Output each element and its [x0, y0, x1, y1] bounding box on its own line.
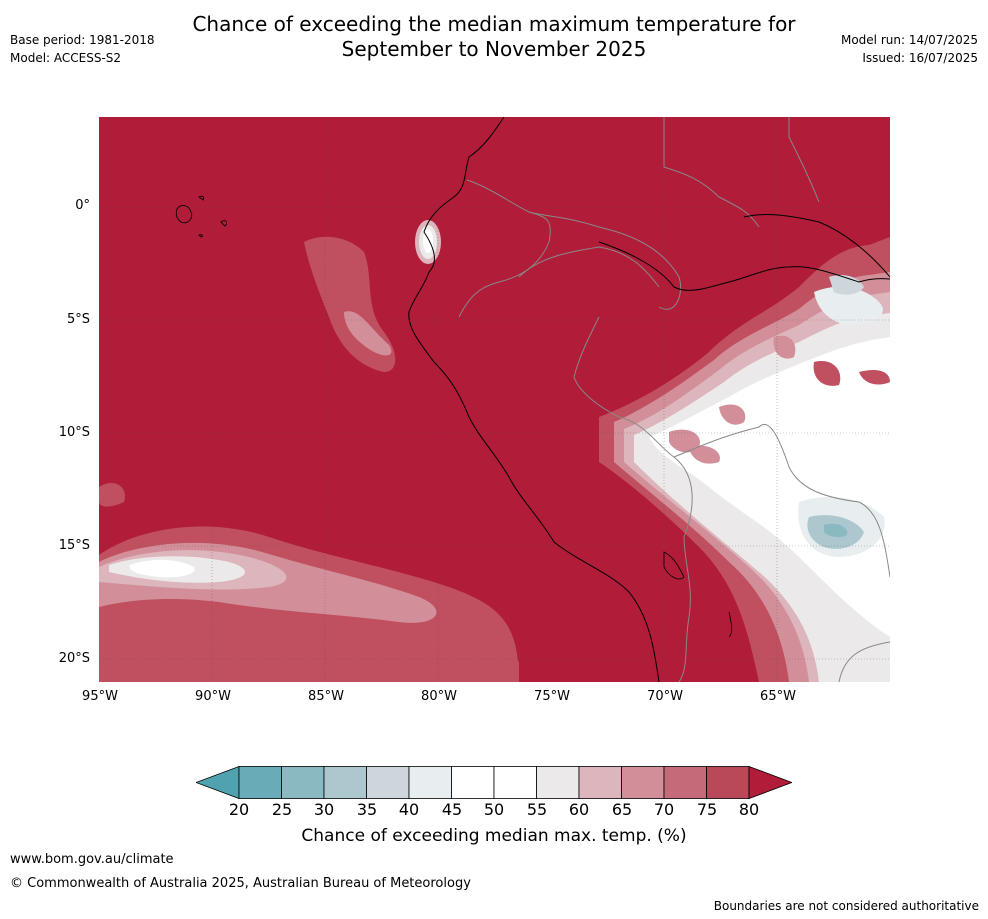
nw-patch	[419, 638, 519, 682]
colorbar-segment	[281, 766, 325, 799]
header-meta-right: Model run: 14/07/2025 Issued: 16/07/2025	[841, 31, 978, 67]
lon-label-70w: 70°W	[647, 689, 683, 704]
lat-label-15s: 15°S	[58, 538, 90, 553]
colorbar-tick-20: 20	[228, 800, 250, 819]
amazon-patch-40	[829, 275, 864, 295]
colorbar-segment	[663, 766, 707, 799]
lat-label-5s: 5°S	[66, 312, 90, 327]
lon-label-75w: 75°W	[534, 689, 570, 704]
model-run-text: Model run: 14/07/2025	[840, 33, 978, 47]
colorbar-segment	[578, 766, 622, 799]
pacific-band-50	[129, 559, 195, 578]
amazon-patch-70a	[813, 361, 841, 386]
colorbar-tick-35: 35	[356, 800, 378, 819]
lat-label-0: 0°	[75, 198, 90, 213]
colorbar-tick-45: 45	[441, 800, 463, 819]
colorbar-label: Chance of exceeding median max. temp. (%…	[301, 826, 687, 846]
colorbar-segment	[323, 766, 367, 799]
amazon-patch-65d	[689, 445, 720, 464]
country-borders	[458, 117, 890, 682]
amazon-band-50	[649, 337, 890, 637]
title-line-2: September to November 2025	[341, 37, 647, 61]
pacific-tongue-65	[344, 311, 392, 356]
lake-titicaca	[663, 551, 685, 580]
coastlines	[408, 117, 890, 682]
header-meta-left: Base period: 1981-2018 Model: ACCESS-S2	[10, 31, 155, 67]
lon-label-80w: 80°W	[421, 689, 457, 704]
lat-label-10s: 10°S	[58, 425, 90, 440]
amazon-patch-45	[814, 286, 883, 326]
colorbar-tick-55: 55	[526, 800, 548, 819]
colorbar-under-arrow	[196, 766, 240, 800]
lon-label-90w: 90°W	[195, 689, 231, 704]
colorbar-segment	[366, 766, 410, 799]
bolivia-patch-25	[824, 523, 848, 538]
footer-url: www.bom.gov.au/climate	[10, 852, 174, 867]
lon-label-65w: 65°W	[760, 689, 796, 704]
amazon-patch-65c	[773, 335, 796, 359]
colorbar-tick-80: 80	[738, 800, 760, 819]
graticule	[99, 117, 890, 682]
colorbar-tick-65: 65	[611, 800, 633, 819]
issued-text: Issued: 16/07/2025	[862, 51, 978, 65]
colorbar-tick-30: 30	[313, 800, 335, 819]
colorbar-tick-25: 25	[271, 800, 293, 819]
pacific-west-patch	[99, 482, 125, 507]
colorbar-tick-40: 40	[398, 800, 420, 819]
amazon-patch-70b	[859, 370, 890, 385]
small-lakes	[728, 611, 733, 638]
colorbar-segment	[493, 766, 537, 799]
colorbar-tick-70: 70	[653, 800, 675, 819]
map-title: Chance of exceeding the median maximum t…	[0, 12, 988, 62]
base-period-text: Base period: 1981-2018	[10, 33, 155, 47]
title-line-1: Chance of exceeding the median maximum t…	[192, 12, 796, 36]
lat-label-20s: 20°S	[58, 651, 90, 666]
model-text: Model: ACCESS-S2	[10, 51, 122, 65]
footer-disclaimer: Boundaries are not considered authoritat…	[713, 899, 979, 913]
colorbar-segment	[408, 766, 452, 799]
colorbar-segment	[451, 766, 495, 799]
colorbar-segment	[621, 766, 665, 799]
colorbar-segment	[536, 766, 580, 799]
colorbar-tick-75: 75	[696, 800, 718, 819]
galapagos-islands	[175, 195, 228, 238]
lon-label-95w: 95°W	[82, 689, 118, 704]
colorbar	[196, 766, 792, 800]
colorbar-segment	[706, 766, 750, 799]
colorbar-over-arrow	[748, 766, 792, 800]
colorbar-tick-60: 60	[568, 800, 590, 819]
colorbar-tick-50: 50	[483, 800, 505, 819]
footer-copyright: © Commonwealth of Australia 2025, Austra…	[10, 876, 471, 891]
lon-label-85w: 85°W	[308, 689, 344, 704]
amazon-patch-65b	[719, 404, 746, 425]
colorbar-segment	[238, 766, 282, 799]
probability-map	[99, 117, 890, 682]
